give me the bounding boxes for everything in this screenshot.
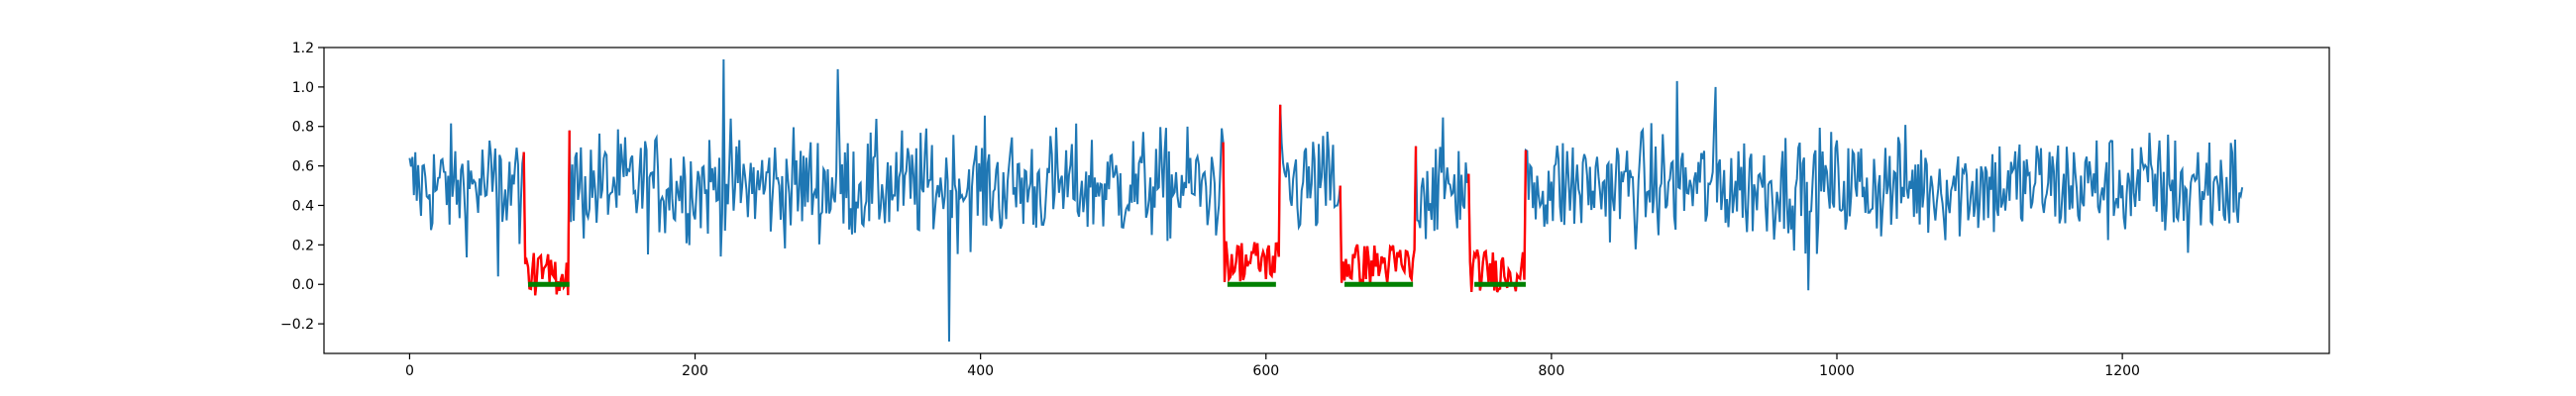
plot-area — [408, 58, 2244, 343]
anomaly-segment-2 — [1222, 104, 1282, 283]
anomaly-segment-3 — [1339, 146, 1418, 286]
axes-frame — [323, 47, 2330, 354]
y-tick-label: 0.8 — [292, 120, 314, 136]
axes: 0 200 400 600 800 1000 1200 −0.2 0.0 0.2 0.4 0.6 0.8… — [280, 41, 2330, 379]
x-tick-label: 400 — [967, 363, 994, 379]
y-tick-label: 1.0 — [292, 80, 314, 96]
y-tick-label: 1.2 — [292, 41, 314, 56]
y-tick-label: 0.2 — [292, 238, 314, 253]
x-tick-label: 0 — [405, 363, 414, 379]
y-tick-label: 0.0 — [292, 277, 314, 293]
signal-line — [408, 58, 2244, 343]
y-tick-label: −0.2 — [280, 317, 314, 333]
x-tick-label: 200 — [682, 363, 708, 379]
x-tick-label: 1200 — [2104, 363, 2140, 379]
y-tick-label: 0.4 — [292, 198, 314, 214]
y-tick-label: 0.6 — [292, 159, 314, 175]
x-tick-label: 600 — [1252, 363, 1279, 379]
x-tick-label: 1000 — [1819, 363, 1855, 379]
x-tick-label: 800 — [1539, 363, 1565, 379]
